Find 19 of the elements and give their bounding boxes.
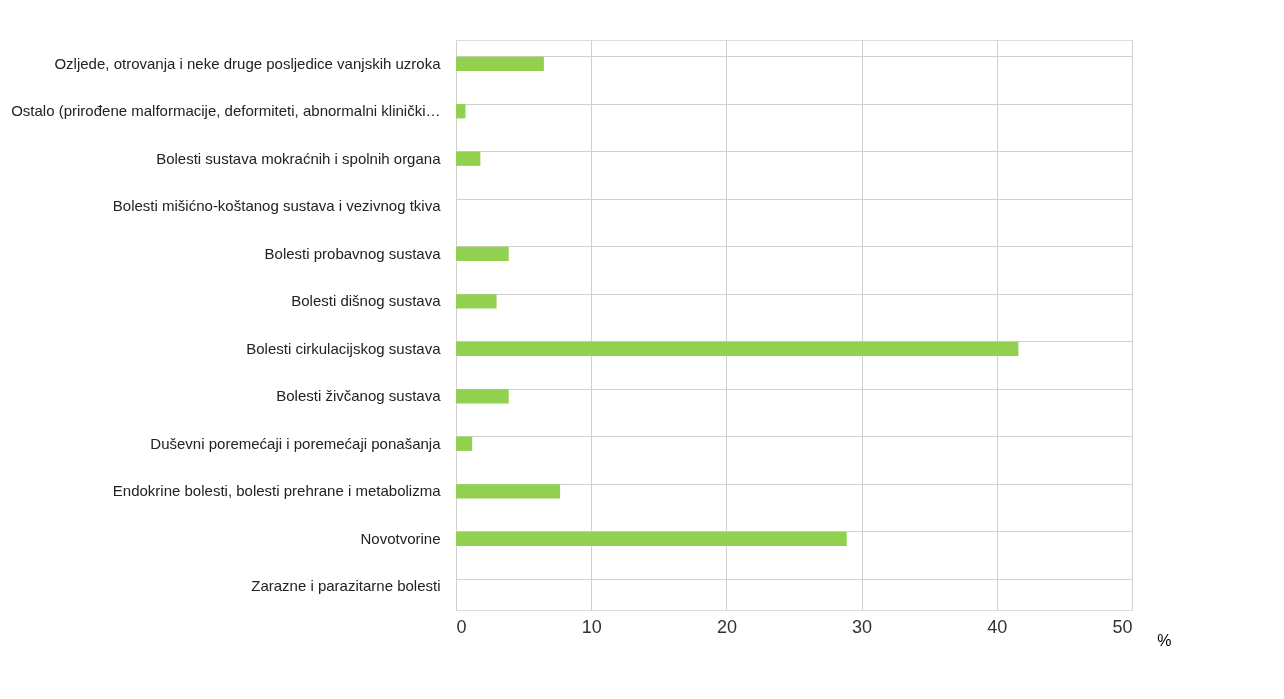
y-tick-label: Bolesti živčanog sustava <box>276 387 442 405</box>
x-tick-label: 30 <box>852 616 873 637</box>
x-tick-label: 0 <box>456 616 467 637</box>
y-tick-label: Bolesti sustava mokraćnih i spolnih organa <box>156 149 442 167</box>
y-tick-label: Bolesti cirkulacijskog sustava <box>246 339 442 357</box>
y-tick-label: Duševni poremećaji i poremećaji ponašanja <box>150 434 442 452</box>
x-tick-label: 50 <box>1112 616 1133 637</box>
x-axis-title: % <box>1157 631 1172 649</box>
y-tick-label: Zarazne i parazitarne bolesti <box>251 577 441 595</box>
x-tick-label: 10 <box>581 616 602 637</box>
y-tick-label: Ozljede, otrovanja i neke druge posljedice vanjskih uzroka <box>54 54 442 72</box>
x-tick-label: 40 <box>987 616 1008 637</box>
y-tick-label: Endokrine bolesti, bolesti prehrane i metabolizma <box>112 482 442 500</box>
x-tick-label: 20 <box>716 616 737 637</box>
y-tick-label: Bolesti mišićno-koštanog sustava i vezivnog tkiva <box>112 197 442 215</box>
y-tick-label: Bolesti dišnog sustava <box>291 292 442 310</box>
y-tick-label: Novotvorine <box>360 529 441 547</box>
y-tick-label: Ostalo (prirođene malformacije, deformiteti, abnormalni klinički… <box>11 102 441 120</box>
y-tick-label: Bolesti probavnog sustava <box>264 244 442 262</box>
